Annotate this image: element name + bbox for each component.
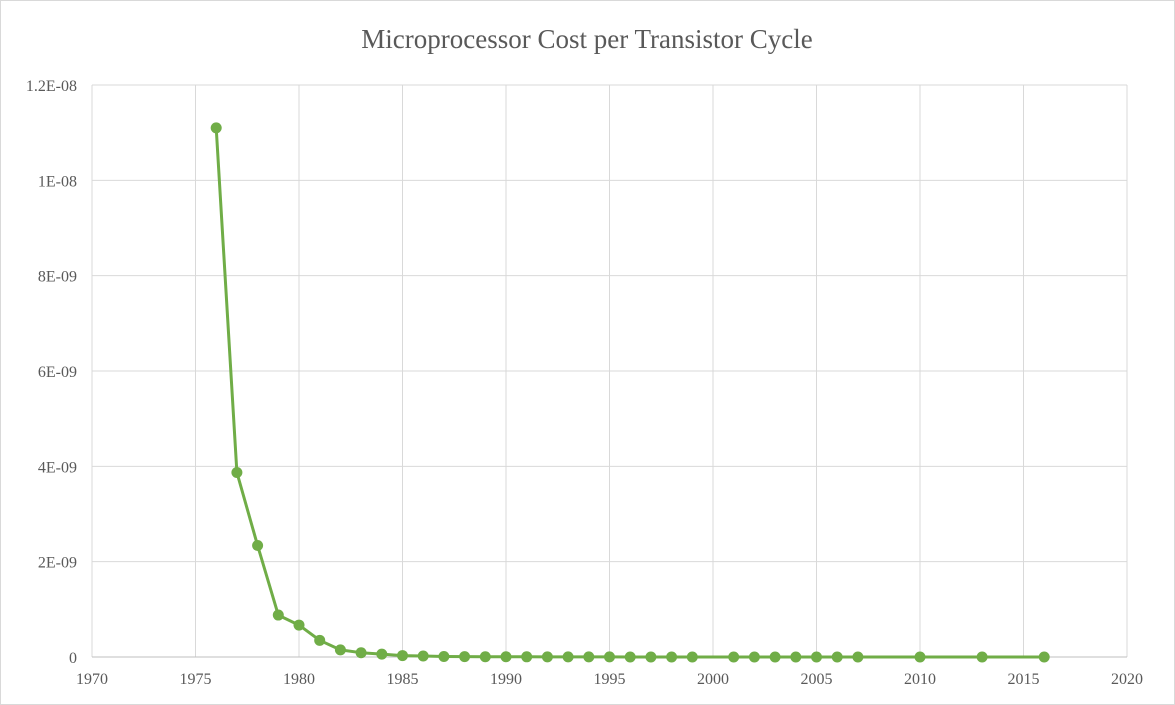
- data-point: [811, 651, 822, 663]
- data-point: [272, 609, 284, 621]
- data-point: [769, 651, 781, 663]
- data-point: [624, 651, 636, 663]
- y-tick-label: 2E-09: [38, 555, 77, 572]
- data-point: [645, 651, 657, 663]
- data-point: [748, 651, 760, 663]
- y-tick-label: 1E-08: [38, 173, 77, 190]
- y-gridlines: [92, 84, 1127, 563]
- data-point: [562, 651, 574, 663]
- data-point: [1038, 651, 1050, 663]
- data-point: [355, 647, 367, 659]
- x-tick-label: 2005: [801, 671, 833, 688]
- data-point: [252, 539, 264, 551]
- series-group: [210, 122, 1050, 663]
- x-tick-label: 1990: [490, 671, 522, 688]
- data-point: [293, 619, 305, 631]
- series-line: [214, 127, 1045, 659]
- x-tick-label: 1975: [180, 671, 212, 688]
- x-axis-ticks: 1970 1975 1980 1985 1990 1995 2000 2005 2010 2015…: [76, 671, 1143, 688]
- x-tick-label: 2010: [904, 671, 936, 688]
- data-point: [728, 651, 740, 663]
- data-point: [314, 634, 326, 646]
- data-point: [397, 650, 408, 662]
- x-tick-label: 1985: [387, 671, 419, 688]
- y-tick-label: 8E-09: [38, 269, 77, 286]
- x-tick-label: 2000: [697, 671, 729, 688]
- data-point: [521, 651, 533, 663]
- data-point: [852, 651, 864, 663]
- data-point: [334, 644, 346, 656]
- data-point: [914, 651, 926, 663]
- data-point: [541, 651, 553, 663]
- x-tick-label: 1995: [594, 671, 626, 688]
- y-tick-label: 1.2E-08: [26, 78, 77, 95]
- data-point: [210, 122, 222, 134]
- x-tick-label: 1970: [76, 671, 108, 688]
- x-tick-label: 2020: [1111, 671, 1143, 688]
- y-axis-ticks: 0 2E-09 4E-09 6E-09 8E-09 1E-08 1.2E-08: [26, 78, 77, 667]
- x-tick-label: 1980: [283, 671, 315, 688]
- data-point: [976, 651, 988, 663]
- x-tick-label: 2015: [1008, 671, 1040, 688]
- data-point: [459, 651, 471, 663]
- y-tick-label: 0: [69, 650, 77, 667]
- data-point: [686, 651, 698, 663]
- data-point: [417, 650, 429, 662]
- data-point: [231, 467, 243, 479]
- data-point: [790, 651, 802, 663]
- data-point: [438, 651, 450, 663]
- chart-title: Microprocessor Cost per Transistor Cycle: [361, 24, 812, 54]
- data-point: [831, 651, 843, 663]
- data-point: [583, 651, 595, 663]
- data-point: [376, 648, 388, 660]
- data-point: [604, 651, 615, 663]
- data-point: [666, 651, 678, 663]
- data-point: [479, 651, 491, 663]
- y-tick-label: 6E-09: [38, 364, 77, 381]
- data-point: [500, 651, 512, 663]
- y-tick-label: 4E-09: [38, 459, 77, 476]
